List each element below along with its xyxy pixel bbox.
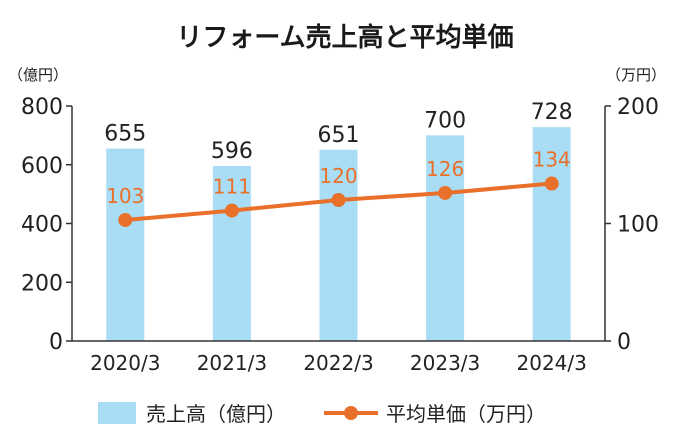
bar [426,135,465,341]
line-series-group [118,176,559,227]
bar [532,127,571,342]
legend: 売上高（億円） 平均単価（万円） [98,402,546,426]
x-tick-label: 2021/3 [197,351,267,375]
bar [106,148,145,341]
left-tick-label: 400 [21,213,63,238]
bar [212,165,251,341]
legend-bar-swatch [98,402,136,424]
left-tick-label: 800 [21,95,63,120]
bar-series-group [106,127,571,342]
line-value-label: 103 [106,184,144,208]
line-point [331,193,346,207]
legend-line-marker [344,406,358,420]
right-tick-label: 100 [617,213,659,238]
axes-group: 0 200 400 600 800 0 100 200 2020/3 2021/3 2022/3 20… [21,95,659,375]
bar-value-label: 655 [104,122,146,147]
left-tick-label: 600 [21,154,63,179]
legend-bar-label: 売上高（億円） [146,402,286,426]
line-value-label: 134 [533,148,571,172]
x-tick-label: 2023/3 [410,351,480,375]
bar-value-label: 728 [531,100,573,125]
line-value-label: 111 [213,175,251,199]
line-value-label: 126 [426,157,464,181]
bar-value-label: 700 [424,108,466,133]
line-point [544,176,559,191]
chart-title: リフォーム売上高と平均単価 [176,22,513,53]
bar [319,149,358,341]
right-tick-label: 200 [617,95,659,120]
bar-value-label: 651 [318,123,360,148]
left-axis-unit: （億円） [8,66,68,84]
line-point [224,203,239,218]
line-value-label: 120 [319,164,357,188]
right-axis-unit: （万円） [606,66,666,84]
left-tick-label: 0 [49,330,63,355]
line-point [118,212,133,227]
legend-line-label: 平均単価（万円） [386,402,546,426]
left-tick-label: 200 [21,271,63,296]
x-tick-label: 2022/3 [303,351,373,375]
x-tick-label: 2024/3 [517,351,587,375]
line-point [438,185,453,200]
x-tick-label: 2020/3 [90,351,160,375]
bar-value-label: 596 [211,139,253,164]
labels-group: 655 596 651 700 728 103 111 120 126 134 [104,100,572,208]
right-tick-label: 0 [617,330,631,355]
